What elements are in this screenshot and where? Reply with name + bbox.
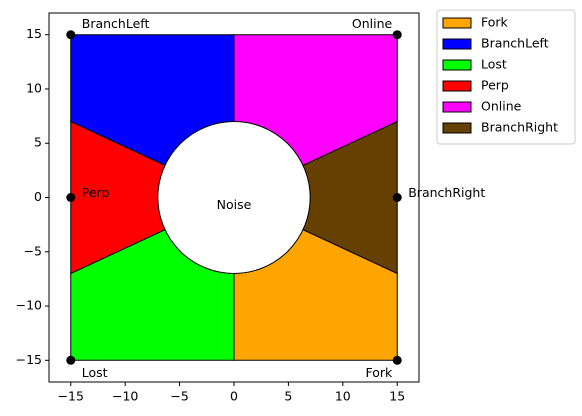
legend-label: Fork (481, 15, 509, 30)
point (392, 355, 402, 365)
y-tick-label: 0 (34, 189, 42, 204)
legend-label: BranchLeft (481, 36, 549, 51)
legend-swatch (442, 122, 472, 134)
point-label: Perp (82, 185, 110, 200)
legend-label: Online (481, 99, 522, 114)
point (392, 193, 402, 202)
x-tick-label: 15 (389, 389, 405, 404)
legend-label: Lost (481, 57, 507, 72)
point (66, 193, 76, 202)
point-label: BranchLeft (82, 16, 150, 31)
y-tick-label: 10 (26, 80, 42, 95)
point (66, 30, 76, 40)
y-tick-label: −10 (16, 298, 42, 313)
point-label: Lost (82, 365, 108, 380)
x-tick-label: 5 (284, 389, 292, 404)
legend-swatch (442, 80, 472, 92)
noise-circle (157, 121, 311, 274)
point-label: BranchRight (408, 185, 485, 200)
legend-swatch (442, 59, 472, 71)
y-tick-label: 5 (34, 135, 42, 150)
point (66, 355, 76, 365)
x-tick-label: −5 (170, 389, 188, 404)
y-tick-label: −15 (16, 352, 42, 367)
y-tick-label: 15 (26, 26, 42, 41)
x-tick-label: 0 (230, 389, 238, 404)
circle-label: Noise (217, 197, 252, 212)
y-tick-label: −5 (24, 243, 42, 258)
point-label: Online (352, 16, 393, 31)
legend-swatch (442, 38, 472, 50)
legend-label: BranchRight (481, 120, 558, 135)
legend-label: Perp (481, 78, 509, 93)
x-tick-label: −15 (58, 389, 84, 404)
x-tick-label: 10 (335, 389, 351, 404)
point-label: Fork (365, 365, 393, 380)
legend-swatch (442, 17, 472, 29)
legend-swatch (442, 101, 472, 113)
point (392, 30, 402, 40)
x-tick-label: −10 (112, 389, 138, 404)
